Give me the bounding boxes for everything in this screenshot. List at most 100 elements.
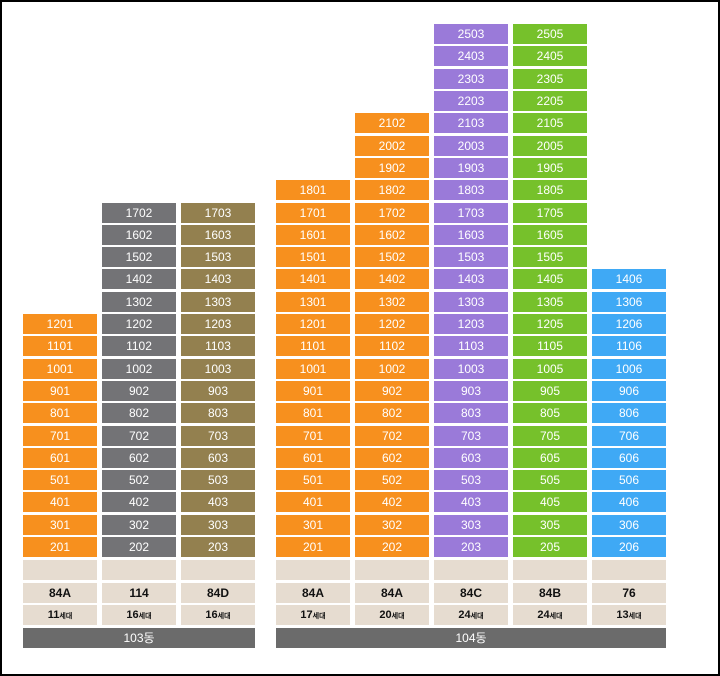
unit-number: 1801	[299, 183, 327, 198]
unit-cell: 1602	[102, 224, 176, 245]
unit-number: 1106	[616, 339, 642, 354]
unit-cell: 1206	[592, 314, 666, 334]
unit-cell: 2305	[513, 68, 587, 89]
unit-cell: 902	[102, 380, 176, 401]
households-count: 24	[537, 609, 550, 621]
unit-number: 506	[618, 473, 640, 488]
unit-cell: 302	[102, 514, 176, 535]
unit-number: 203	[207, 540, 229, 554]
blank-row	[592, 560, 666, 580]
unit-cell: 802	[355, 403, 429, 424]
unit-number: 503	[460, 473, 482, 488]
unit-number: 906	[618, 383, 640, 398]
unit-cell: 703	[181, 425, 255, 446]
unit-cell: 2203	[434, 91, 508, 111]
unit-cell: 301	[276, 514, 350, 535]
unit-number: 301	[302, 517, 324, 532]
unit-cell: 902	[355, 380, 429, 401]
unit-cell: 202	[102, 537, 176, 557]
unit-cell: 1602	[355, 224, 429, 245]
unit-cell: 1406	[592, 269, 666, 290]
unit-type-label: 84A	[23, 583, 97, 603]
unit-number: 202	[128, 540, 150, 554]
blank-row	[181, 560, 255, 580]
unit-number: 401	[49, 495, 71, 510]
unit-number: 1205	[536, 317, 564, 331]
unit-cell: 903	[181, 380, 255, 401]
unit-cell: 906	[592, 380, 666, 401]
unit-cell: 2405	[513, 46, 587, 67]
unit-cell: 1503	[181, 247, 255, 268]
unit-cell: 403	[434, 492, 508, 513]
unit-number: 1203	[204, 317, 232, 331]
unit-number: 803	[207, 406, 229, 421]
unit-number: 603	[207, 450, 229, 465]
unit-cell: 1103	[434, 336, 508, 357]
unit-type-label: 84C	[434, 583, 508, 603]
unit-cell: 305	[513, 514, 587, 535]
unit-cell: 1902	[355, 157, 429, 178]
unit-number: 1702	[125, 205, 153, 220]
unit-cell: 1303	[181, 291, 255, 312]
unit-cell: 701	[276, 425, 350, 446]
households-count: 11	[47, 609, 60, 621]
building-label-b104: 104동	[276, 628, 666, 648]
unit-cell: 1303	[434, 291, 508, 312]
unit-number: 2002	[378, 138, 406, 153]
unit-cell: 2003	[434, 135, 508, 156]
unit-cell: 506	[592, 470, 666, 491]
unit-cell: 1002	[355, 358, 429, 379]
unit-cell: 1402	[355, 269, 429, 290]
unit-number: 1301	[299, 294, 327, 309]
unit-number: 2303	[457, 71, 485, 86]
unit-cell: 303	[434, 514, 508, 535]
unit-number: 403	[207, 495, 229, 510]
unit-cell: 1601	[276, 224, 350, 245]
unit-number: 1002	[125, 361, 153, 376]
unit-number: 1305	[536, 294, 564, 309]
unit-cell: 403	[181, 492, 255, 513]
unit-cell: 501	[23, 470, 97, 491]
unit-number: 1905	[536, 160, 564, 175]
unit-number: 903	[460, 383, 482, 398]
unit-cell: 602	[102, 447, 176, 468]
unit-cell: 605	[513, 447, 587, 468]
unit-number: 1202	[378, 317, 406, 331]
unit-number: 2102	[378, 116, 406, 131]
unit-cell: 1502	[102, 247, 176, 268]
unit-cell: 1003	[434, 358, 508, 379]
unit-number: 2205	[536, 94, 564, 108]
households-count: 16	[205, 609, 218, 621]
unit-number: 401	[302, 495, 324, 510]
unit-cell: 602	[355, 447, 429, 468]
unit-cell: 706	[592, 425, 666, 446]
unit-cell: 2103	[434, 113, 508, 134]
unit-cell: 1105	[513, 336, 587, 357]
unit-number: 1805	[536, 183, 564, 198]
unit-cell: 1102	[102, 336, 176, 357]
unit-number: 1503	[204, 250, 232, 265]
households-label: 11세대	[23, 605, 97, 625]
unit-number: 1202	[125, 317, 153, 331]
unit-number: 1903	[457, 160, 485, 175]
unit-number: 601	[49, 450, 71, 465]
unit-cell: 702	[102, 425, 176, 446]
unit-cell: 1605	[513, 224, 587, 245]
unit-cell: 303	[181, 514, 255, 535]
unit-number: 502	[381, 473, 403, 488]
unit-number: 1103	[458, 339, 484, 354]
unit-cell: 801	[23, 403, 97, 424]
unit-cell: 405	[513, 492, 587, 513]
unit-cell: 1702	[102, 202, 176, 223]
unit-number: 1603	[204, 227, 232, 242]
unit-number: 1302	[125, 294, 153, 309]
unit-cell: 406	[592, 492, 666, 513]
unit-cell: 1503	[434, 247, 508, 268]
households-suffix: 세대	[549, 613, 563, 620]
unit-cell: 1101	[23, 336, 97, 357]
unit-number: 202	[381, 540, 403, 554]
unit-number: 1505	[536, 250, 564, 265]
households-suffix: 세대	[217, 613, 231, 620]
unit-cell: 1505	[513, 247, 587, 268]
blank-row	[23, 560, 97, 580]
